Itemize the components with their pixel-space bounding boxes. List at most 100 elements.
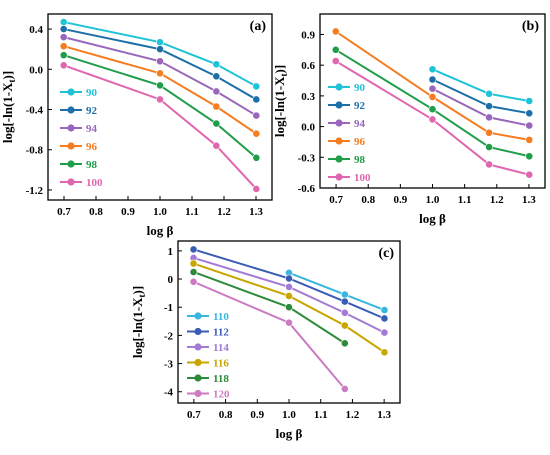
data-point [189,245,198,254]
series-line [193,256,385,334]
data-point [485,160,493,169]
series-98 [331,45,534,161]
legend-label: 92 [354,100,366,112]
data-point [285,318,293,327]
data-point [485,143,493,151]
series-92 [428,75,534,118]
data-point [331,57,340,65]
legend-label: 90 [354,82,366,94]
x-tick-label: 1.1 [458,194,472,206]
chart-panel-1: 0.7 0.8 0.9 1.0 1.1 1.2 1.3 -0.6 -0.3 0.0 0.3 0.6 0.… [272,13,546,226]
legend-marker [194,358,202,367]
data-point [428,93,437,101]
legend-marker [194,374,202,382]
data-point [525,121,534,130]
legend-label: 118 [213,373,229,385]
data-point [252,153,261,162]
data-point [59,33,68,42]
series-94 [428,84,534,130]
series-90 [428,65,534,105]
series-100 [59,61,261,193]
legend-label: 110 [213,311,229,323]
x-tick-label: 0.7 [329,194,343,206]
legend: 90 92 94 96 98 100 [328,82,371,184]
series-118 [189,268,349,348]
data-point [189,277,198,286]
data-point [380,314,389,323]
series-98 [59,51,261,162]
y-tick-label: -0.6 [298,183,316,195]
y-tick-label: -1 [164,302,173,314]
data-point [212,87,221,96]
x-tick-label: 1.2 [217,206,231,218]
x-axis-label: log β [419,211,446,226]
legend-marker [194,327,202,336]
series-92 [59,25,261,104]
series-line [335,48,530,158]
y-tick-label: 0.6 [301,60,315,72]
data-point [252,185,261,193]
x-tick-label: 0.7 [187,409,201,421]
data-point [380,348,389,357]
y-axis-label: log[-ln(1-Xt)] [130,286,147,358]
y-axis-label: log[-ln(1-Xt)] [272,65,289,137]
data-point [212,119,221,128]
data-point [156,95,164,104]
legend-marker [194,312,202,320]
series-96 [331,27,534,144]
y-tick-label: -4 [164,387,174,399]
data-point [189,259,198,268]
panel-label: (a) [250,19,267,34]
data-point [59,51,68,60]
series-line [335,30,530,141]
data-point [252,111,261,120]
series-line [193,262,386,354]
legend-label: 100 [354,172,371,184]
x-tick-label: 1.0 [426,194,440,206]
x-tick-label: 0.9 [121,206,135,218]
x-tick-label: 1.3 [377,409,391,421]
x-tick-label: 1.1 [314,409,328,421]
y-tick-label: 1 [168,246,174,258]
y-tick-label: 0.3 [301,91,315,103]
legend-marker [67,178,75,186]
data-point [156,57,164,66]
data-point [156,45,164,54]
y-tick-label: 0.0 [29,64,43,76]
data-point [59,25,68,33]
x-tick-label: 0.8 [219,409,233,421]
legend-label: 90 [86,87,98,99]
legend-marker [335,101,343,109]
series-line [335,60,530,176]
data-point [428,65,437,74]
data-point [59,61,68,70]
data-point [485,89,493,98]
legend-label: 112 [213,327,229,339]
data-point [485,128,493,137]
y-tick-label: -0.8 [26,145,44,157]
data-point [525,97,534,105]
data-point [340,339,349,348]
data-point [485,102,493,111]
data-point [380,306,389,314]
x-axis-label: log β [276,426,303,441]
x-tick-label: 1.2 [490,194,504,206]
legend-label: 114 [213,342,229,354]
data-point [428,84,437,93]
data-point [212,60,221,69]
legend-marker [67,142,75,150]
data-point [285,303,293,312]
x-tick-label: 1.3 [522,194,536,206]
series-line [63,36,257,117]
data-point [428,105,437,114]
legend-label: 96 [354,136,366,148]
y-tick-label: 0 [168,274,174,286]
legend-marker [67,88,75,96]
x-tick-label: 0.9 [393,194,407,206]
legend-label: 92 [86,105,98,117]
data-point [285,274,293,283]
data-point [428,115,437,124]
data-point [340,290,349,299]
data-point [525,152,534,161]
